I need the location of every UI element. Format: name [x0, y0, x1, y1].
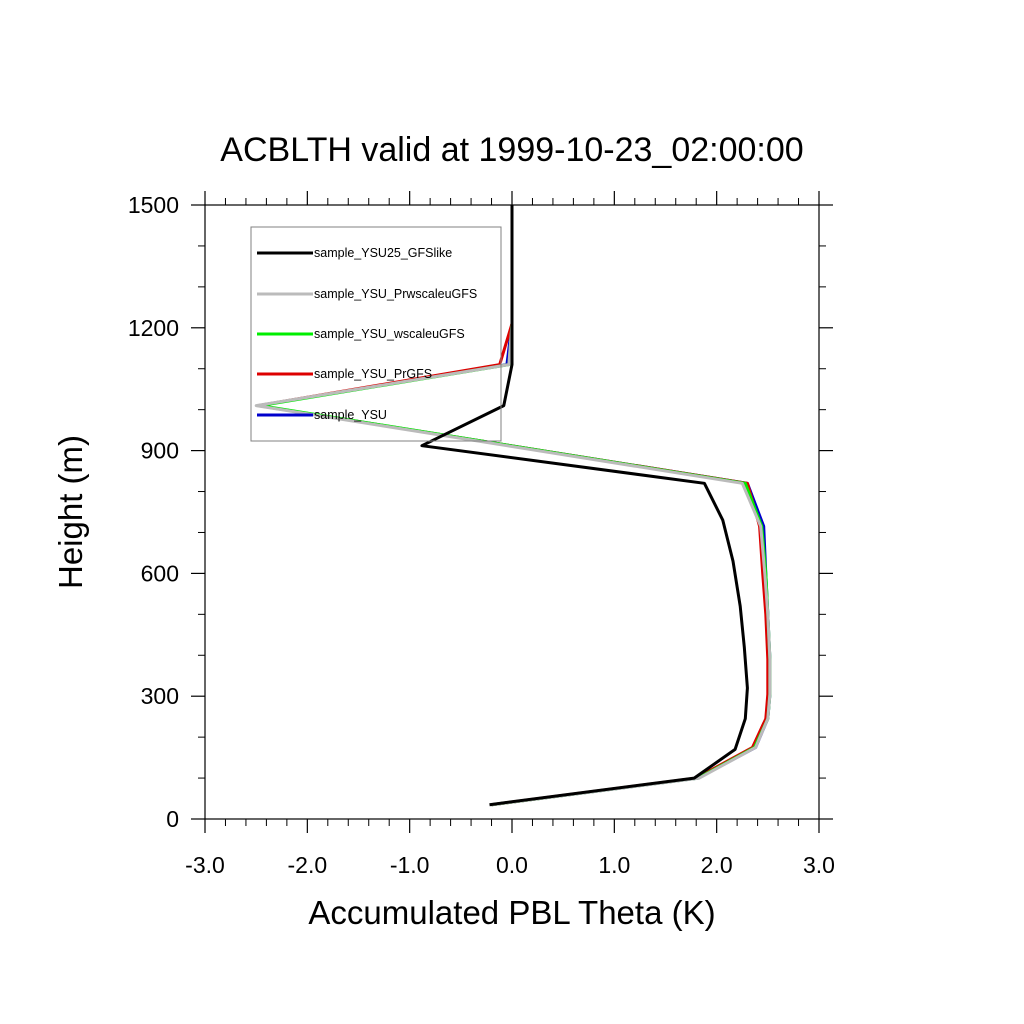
- series-line-sample_YSU_wscaleuGFS: [258, 323, 772, 807]
- plot-area: [254, 205, 772, 807]
- x-axis-label: Accumulated PBL Theta (K): [308, 894, 715, 931]
- legend-label: sample_YSU25_GFSlike: [314, 246, 452, 260]
- x-tick-label: 3.0: [803, 852, 835, 878]
- x-tick-label: 1.0: [598, 852, 630, 878]
- series-line-sample_YSU_PrwscaleuGFS: [254, 323, 772, 807]
- x-tick-label: 0.0: [496, 852, 528, 878]
- chart-title: ACBLTH valid at 1999-10-23_02:00:00: [220, 131, 803, 169]
- y-tick-label: 600: [141, 560, 179, 586]
- series-line-sample_YSU_PrGFS: [256, 323, 770, 807]
- y-tick-label: 1500: [128, 192, 179, 218]
- legend-label: sample_YSU: [314, 408, 387, 422]
- legend: sample_YSU25_GFSlike sample_YSU_Prwscaleu…: [250, 226, 502, 442]
- axis-ticks: -3.0 -2.0 -1.0 0.0 1.0 2.0 3.0 0 300 600 900 1200 15…: [128, 191, 835, 878]
- series-line-sample_YSU25_GFSlike: [420, 205, 749, 807]
- y-tick-label: 1200: [128, 315, 179, 341]
- y-tick-label: 0: [166, 806, 179, 832]
- x-tick-label: -1.0: [390, 852, 430, 878]
- legend-label: sample_YSU_PrwscaleuGFS: [314, 287, 477, 301]
- legend-box: [250, 226, 502, 442]
- plot-frame: [204, 204, 820, 820]
- y-axis-label: Height (m): [52, 435, 89, 589]
- series-line-sample_YSU: [256, 323, 772, 807]
- x-tick-label: -3.0: [185, 852, 225, 878]
- x-tick-label: 2.0: [701, 852, 733, 878]
- y-tick-label: 900: [141, 438, 179, 464]
- y-tick-label: 300: [141, 683, 179, 709]
- legend-label: sample_YSU_PrGFS: [314, 367, 432, 381]
- x-tick-label: -2.0: [288, 852, 328, 878]
- legend-label: sample_YSU_wscaleuGFS: [314, 327, 465, 341]
